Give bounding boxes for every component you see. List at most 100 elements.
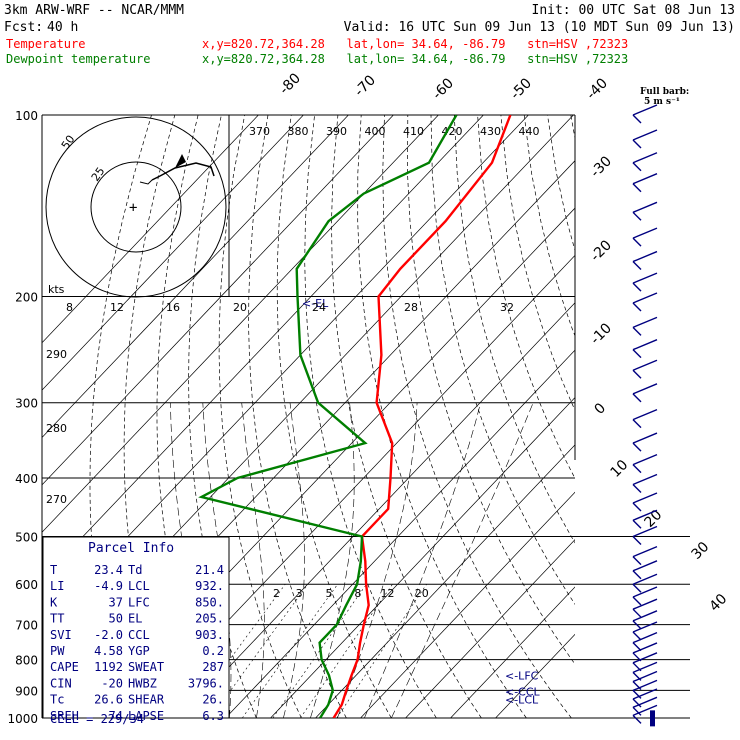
parcel-field-value: 3796. (188, 676, 224, 690)
parcel-field-value: -20 (101, 676, 123, 690)
mixing-ratio-label: 20 (415, 587, 429, 600)
surface-barb-marker (650, 710, 655, 727)
isotherm (42, 115, 304, 391)
isotherm-label: -30 (588, 153, 615, 180)
theta-left-label: 270 (46, 493, 67, 506)
hodograph-speed-label: 24 (312, 301, 326, 314)
wind-barb-flag (632, 282, 642, 292)
dry-adiabat (500, 115, 575, 411)
wind-barb-flag (632, 114, 642, 124)
parcel-field-value: 850. (195, 595, 224, 609)
wind-barb-flag (632, 706, 642, 716)
wind-barb (632, 316, 658, 329)
dewpoint-legend-info: x,y=820.72,364.28 lat,lon= 34.64, -86.79… (202, 52, 628, 66)
parcel-field-name: TT (50, 612, 64, 626)
wind-barb-flag (632, 464, 642, 474)
wind-barb (632, 292, 658, 304)
theta-label: 380 (288, 125, 309, 138)
parcel-field-name: CCL (128, 628, 150, 642)
theta-label: 370 (249, 125, 270, 138)
parcel-field-value: 205. (195, 612, 224, 626)
hodograph-speed-label: 32 (500, 301, 514, 314)
hodograph-speed-label: 28 (404, 301, 418, 314)
hodograph-units-label: kts (48, 283, 65, 296)
wind-barb (632, 586, 658, 598)
parcel-field-name: LAPSE (128, 709, 164, 723)
valid-time: Valid: 16 UTC Sun 09 Jun 13 (10 MDT Sun … (344, 20, 735, 35)
wind-barb-flag (632, 162, 642, 172)
parcel-field-name: LFC (128, 595, 150, 609)
isotherm (42, 115, 439, 533)
wind-barb-flag (632, 714, 642, 724)
mixing-ratio-line (336, 584, 427, 718)
mixing-ratio-label: 2 (273, 587, 280, 600)
parcel-field-name: LI (50, 579, 64, 593)
wind-barb (632, 152, 658, 164)
dry-adiabat (407, 115, 575, 665)
pressure-tick-label: 800 (15, 654, 38, 668)
dry-adiabat (430, 115, 575, 605)
parcel-field-name: SWEAT (128, 660, 164, 674)
pressure-tick-label: 500 (15, 530, 38, 544)
theta-label: 390 (326, 125, 347, 138)
wind-barb (632, 408, 658, 421)
isotherm-label: 40 (707, 591, 731, 615)
wind-barb-flag (632, 139, 642, 149)
mixing-ratio-line (210, 584, 309, 718)
isotherm-label: 10 (608, 457, 632, 481)
isotherm-label: 30 (689, 539, 713, 563)
dry-adiabat (218, 115, 302, 718)
parcel-field-name: SHEAR (128, 693, 165, 707)
wind-barb (632, 250, 658, 263)
hodograph-arrow (175, 154, 186, 168)
parcel-field-name: LCL (128, 579, 150, 593)
wind-barb-flag (632, 484, 642, 494)
wind-barb-flag (632, 583, 642, 593)
moist-adiabat (391, 402, 534, 718)
isotherm-label: -40 (584, 75, 611, 102)
parcel-field-value: 6.3 (202, 709, 224, 723)
wind-barb-flag (632, 620, 642, 630)
parcel-field-name: YGP (128, 644, 150, 658)
parcel-field-value: 0.2 (202, 644, 224, 658)
dry-adiabat (357, 115, 527, 718)
wind-barb (632, 509, 658, 521)
wind-barb (632, 621, 658, 633)
wind-barb-flag (632, 556, 642, 566)
wind-barb-flag (632, 689, 642, 699)
wind-barb (632, 339, 658, 351)
pressure-tick-label: 300 (15, 397, 38, 411)
pressure-tick-label: 900 (15, 684, 38, 698)
wind-barb (632, 696, 658, 708)
theta-label: 410 (403, 125, 424, 138)
parcel-box-frame (42, 536, 230, 719)
parcel-info-box: Parcel Info T 23.4 Td 21.4 LI -4.9 LCL 932. K 37 LF… (42, 536, 230, 726)
wind-barb-flag (632, 570, 642, 580)
dry-adiabat (641, 115, 740, 718)
wind-barb (632, 492, 658, 504)
parcel-field-name: K (50, 595, 58, 609)
parcel-field-value: 74 (109, 709, 123, 723)
dry-adiabat (594, 115, 740, 718)
parcel-field-value: 903. (195, 628, 224, 642)
pressure-tick-label: 400 (15, 472, 38, 486)
wind-barb (632, 670, 658, 683)
mixing-ratio-label: 5 (325, 587, 332, 600)
wind-barb (632, 432, 658, 444)
isotherm-label: 0 (592, 400, 610, 418)
isotherm (42, 115, 484, 581)
parcel-field-value: 23.4 (94, 563, 123, 577)
wind-barb (632, 704, 658, 717)
wind-barb-flag (632, 698, 642, 708)
dry-adiabat (331, 115, 482, 718)
isotherm (42, 115, 394, 486)
isotherm (450, 586, 575, 718)
wind-barb (632, 642, 658, 654)
el-marker: <-EL (302, 297, 329, 310)
hodograph-tail (139, 179, 153, 185)
wind-barb (632, 227, 658, 239)
dry-adiabat (304, 115, 437, 718)
parcel-field-value: 1192 (94, 660, 123, 674)
parcel-field-value: 26.6 (94, 693, 123, 707)
profile-clip (198, 115, 512, 718)
